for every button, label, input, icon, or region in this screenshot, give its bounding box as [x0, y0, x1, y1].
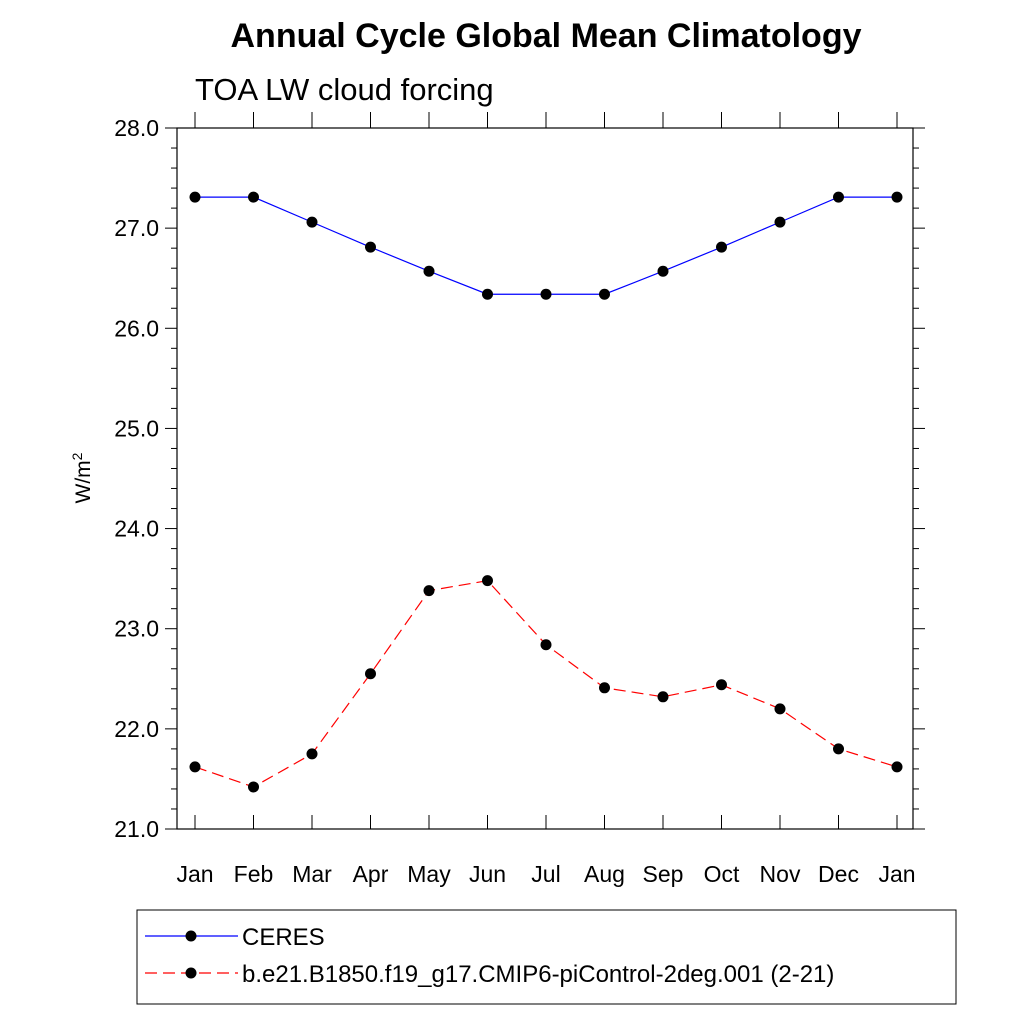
data-point	[482, 575, 493, 587]
y-tick-label: 28.0	[114, 115, 159, 141]
y-tick-label: 22.0	[114, 716, 159, 742]
y-tick-label: 26.0	[114, 315, 159, 341]
legend-marker-1	[185, 930, 197, 942]
data-point	[540, 288, 552, 300]
data-point	[774, 216, 786, 228]
x-tick-label: Apr	[353, 861, 389, 887]
x-tick-label: Jan	[176, 861, 213, 887]
series-1	[189, 191, 903, 300]
data-point	[189, 191, 201, 203]
data-point	[365, 241, 376, 253]
legend: CERES b.e21.B1850.f19_g17.CMIP6-piControl…	[136, 909, 957, 1005]
chart-subtitle: TOA LW cloud forcing	[195, 72, 494, 107]
x-tick-label: Dec	[818, 861, 859, 887]
series-2	[189, 575, 903, 793]
x-tick-label: Jun	[469, 861, 506, 887]
y-tick-label: 25.0	[114, 415, 159, 441]
data-point	[891, 191, 903, 203]
data-point	[833, 191, 844, 203]
data-point	[833, 743, 844, 755]
chart-title: Annual Cycle Global Mean Climatology	[231, 17, 862, 55]
plot-axes: 21.0 22.0 23.0 24.0 25.0 26.0 27.0 28.0 Jan Feb Ma…	[114, 112, 925, 887]
y-tick-label: 27.0	[114, 215, 159, 241]
data-point	[774, 703, 786, 715]
x-tick-label: Nov	[760, 861, 801, 887]
data-point	[599, 682, 610, 694]
legend-label-1: CERES	[242, 924, 325, 951]
legend-marker-2	[185, 967, 197, 979]
series-layer	[189, 191, 903, 793]
data-point	[657, 691, 669, 703]
data-point	[657, 265, 669, 277]
data-point	[423, 265, 435, 277]
x-tick-label: Oct	[704, 861, 740, 887]
data-point	[482, 288, 493, 300]
data-point	[423, 585, 435, 597]
data-point	[306, 748, 318, 760]
y-axis-label-exponent: 2	[69, 452, 85, 460]
data-point	[248, 191, 259, 203]
data-point	[599, 288, 610, 300]
series-line	[194, 579, 898, 788]
data-point	[189, 761, 201, 773]
x-tick-label: Mar	[292, 861, 332, 887]
legend-box	[136, 909, 957, 1005]
data-point	[248, 781, 259, 793]
series-line	[195, 196, 897, 295]
x-tick-label: May	[407, 861, 451, 887]
x-tick-label: Jul	[531, 861, 560, 887]
data-point	[716, 241, 727, 253]
x-tick-label: Jan	[878, 861, 915, 887]
y-axis-label-unit: W/m	[72, 460, 95, 503]
y-tick-label: 23.0	[114, 616, 159, 642]
data-point	[306, 216, 318, 228]
y-tick-label: 24.0	[114, 516, 159, 542]
x-tick-label: Aug	[584, 861, 625, 887]
y-tick-label: 21.0	[114, 816, 159, 842]
data-point	[540, 639, 552, 651]
data-point	[891, 761, 903, 773]
x-tick-label: Feb	[234, 861, 274, 887]
legend-label-2: b.e21.B1850.f19_g17.CMIP6-piControl-2deg…	[242, 961, 834, 988]
data-point	[365, 668, 376, 680]
y-axis-label: W/m2	[69, 452, 95, 503]
x-tick-label: Sep	[643, 861, 684, 887]
data-point	[716, 679, 727, 691]
plot-frame	[176, 127, 914, 830]
